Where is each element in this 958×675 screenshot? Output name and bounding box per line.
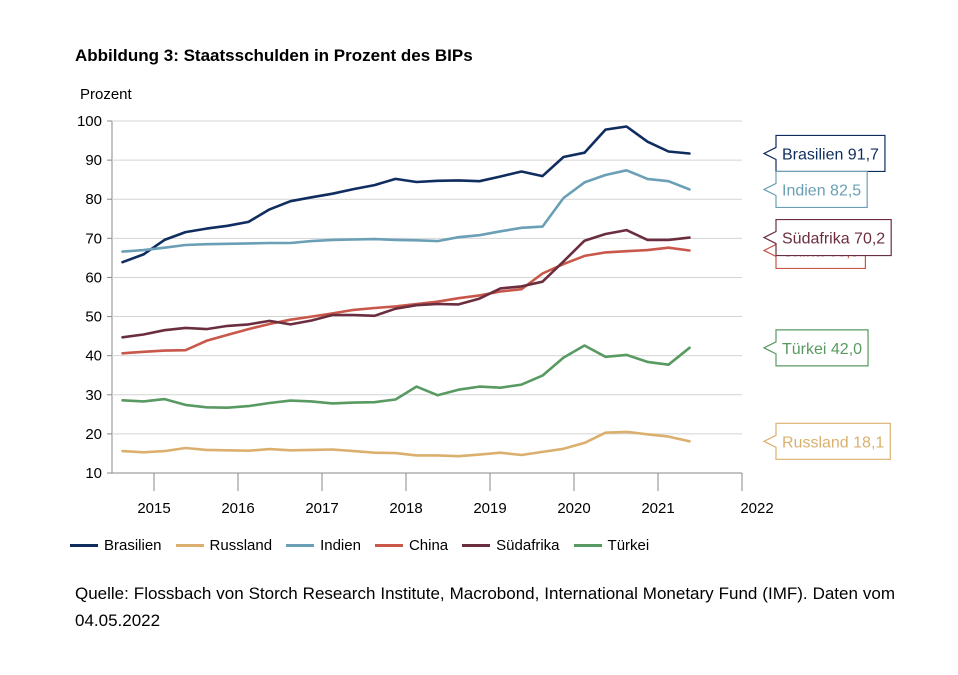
- y-tick-label: 90: [85, 152, 102, 169]
- legend-swatch: [286, 543, 315, 547]
- legend-label: Brasilien: [104, 536, 162, 554]
- series-line-türkei: [121, 344, 691, 410]
- legend-swatch: [573, 543, 602, 547]
- x-tick-label: 2022: [740, 500, 773, 517]
- end-label-südafrika: Südafrika 70,2: [762, 218, 892, 257]
- series-line-südafrika: [121, 228, 691, 339]
- series-line-indien: [121, 169, 691, 253]
- end-label-text: Südafrika 70,2: [782, 231, 885, 248]
- series-line-brasilien: [121, 125, 691, 264]
- end-label-text: Indien 82,5: [782, 182, 861, 199]
- end-label-box: [762, 218, 892, 257]
- legend-label: Indien: [320, 536, 361, 554]
- x-tick-label: 2016: [221, 500, 254, 517]
- x-tick-label: 2020: [557, 500, 590, 517]
- x-tick-label: 2021: [641, 500, 674, 517]
- legend-swatch: [70, 543, 98, 547]
- y-tick-label: 70: [85, 230, 102, 247]
- legend-label: Türkei: [607, 536, 650, 554]
- legend-item-china: China: [374, 536, 449, 554]
- end-label-box: [762, 329, 869, 367]
- end-label-box: [762, 134, 886, 173]
- legend-item-türkei: Türkei: [573, 536, 650, 554]
- x-tick-label: 2017: [305, 500, 338, 517]
- y-tick-label: 60: [85, 269, 102, 286]
- x-tick-label: 2018: [389, 500, 422, 517]
- series-line-russland: [121, 430, 691, 458]
- legend-item-südafrika: Südafrika: [462, 536, 560, 554]
- end-label-box: [762, 170, 868, 209]
- end-label-text: Türkei 42,0: [782, 341, 862, 358]
- y-tick-label: 100: [77, 113, 102, 130]
- y-tick-label: 80: [85, 191, 102, 208]
- series-lines: [121, 125, 691, 458]
- x-tick-label: 2019: [473, 500, 506, 517]
- series-line-china: [121, 246, 691, 355]
- y-tick-label: 40: [85, 348, 102, 365]
- legend-item-indien: Indien: [286, 537, 361, 554]
- end-label-text: Brasilien 91,7: [782, 146, 879, 163]
- y-axis-label: Prozent: [80, 86, 132, 103]
- legend-label: China: [408, 536, 449, 554]
- x-tick-label: 2015: [137, 500, 170, 517]
- source-note: Quelle: Flossbach von Storch Research In…: [75, 584, 895, 630]
- y-tick-label: 10: [85, 465, 102, 482]
- legend-swatch: [462, 543, 491, 547]
- y-tick-label: 20: [85, 426, 102, 443]
- legend-label: Russland: [209, 536, 273, 554]
- chart-title: Abbildung 3: Staatsschulden in Prozent d…: [75, 46, 473, 65]
- legend-item-brasilien: Brasilien: [70, 537, 162, 554]
- legend-swatch: [374, 543, 403, 547]
- end-label-box: [762, 422, 891, 460]
- y-axis: 10 20 30 40 50 60 70 80 90 100: [77, 113, 742, 482]
- y-tick-label: 50: [85, 309, 102, 326]
- end-label-text: Russland 18,1: [782, 434, 884, 451]
- end-label-indien: Indien 82,5: [762, 170, 868, 209]
- legend: Brasilien Russland Indien China Südafrika Tür…: [70, 534, 663, 556]
- y-tick-label: 30: [85, 387, 102, 404]
- end-label-russland: Russland 18,1: [762, 422, 891, 460]
- legend-item-russland: Russland: [175, 536, 273, 554]
- legend-swatch: [175, 543, 204, 547]
- legend-label: Südafrika: [496, 536, 560, 554]
- end-label-türkei: Türkei 42,0: [762, 329, 869, 367]
- end-label-brasilien: Brasilien 91,7: [762, 134, 886, 173]
- x-axis: 2015 2016 2017 2018 2019 2020 2021 2022: [112, 472, 774, 517]
